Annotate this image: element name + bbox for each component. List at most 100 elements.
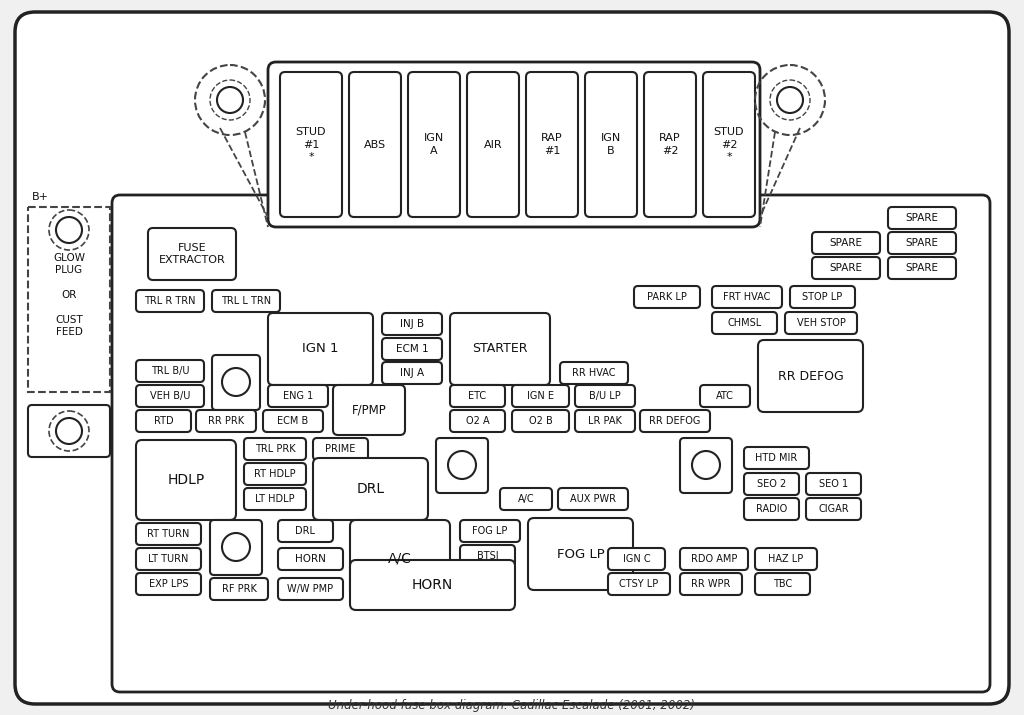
FancyBboxPatch shape [608,548,665,570]
Text: HDLP: HDLP [167,473,205,487]
Text: RF PRK: RF PRK [221,584,256,594]
Text: RR PRK: RR PRK [208,416,244,426]
Text: TRL L TRN: TRL L TRN [221,296,271,306]
FancyBboxPatch shape [812,232,880,254]
FancyBboxPatch shape [313,438,368,460]
FancyBboxPatch shape [700,385,750,407]
Text: Under-hood fuse box diagram: Cadillac Escalade (2001, 2002): Under-hood fuse box diagram: Cadillac Es… [329,699,695,713]
FancyBboxPatch shape [278,578,343,600]
FancyBboxPatch shape [512,385,569,407]
Text: FOG LP: FOG LP [557,548,604,561]
Text: CHMSL: CHMSL [727,318,762,328]
FancyBboxPatch shape [136,290,204,312]
Text: HTD MIR: HTD MIR [756,453,798,463]
Text: TBC: TBC [773,579,793,589]
FancyBboxPatch shape [500,488,552,510]
Text: DRL: DRL [296,526,315,536]
FancyBboxPatch shape [196,410,256,432]
FancyBboxPatch shape [806,498,861,520]
FancyBboxPatch shape [640,410,710,432]
FancyBboxPatch shape [790,286,855,308]
FancyBboxPatch shape [210,520,262,575]
Text: ENG 1: ENG 1 [283,391,313,401]
Text: W/W PMP: W/W PMP [288,584,334,594]
Text: TRL R TRN: TRL R TRN [144,296,196,306]
FancyBboxPatch shape [558,488,628,510]
FancyBboxPatch shape [755,548,817,570]
Text: STOP LP: STOP LP [803,292,843,302]
FancyBboxPatch shape [450,385,505,407]
Text: LT TURN: LT TURN [148,554,188,564]
FancyBboxPatch shape [244,438,306,460]
FancyBboxPatch shape [512,410,569,432]
FancyBboxPatch shape [382,362,442,384]
FancyBboxPatch shape [450,410,505,432]
Text: EXP LPS: EXP LPS [148,579,188,589]
FancyBboxPatch shape [350,560,515,610]
FancyBboxPatch shape [136,523,201,545]
FancyBboxPatch shape [263,410,323,432]
FancyBboxPatch shape [785,312,857,334]
FancyBboxPatch shape [382,313,442,335]
Text: O2 A: O2 A [466,416,489,426]
FancyBboxPatch shape [680,573,742,595]
Text: B+: B+ [32,192,49,202]
Text: O2 B: O2 B [528,416,552,426]
Text: IGN E: IGN E [527,391,554,401]
FancyBboxPatch shape [15,12,1009,704]
Text: LT HDLP: LT HDLP [255,494,295,504]
FancyBboxPatch shape [744,498,799,520]
FancyBboxPatch shape [575,385,635,407]
FancyBboxPatch shape [467,72,519,217]
FancyBboxPatch shape [212,355,260,410]
FancyBboxPatch shape [450,313,550,385]
Text: AUX PWR: AUX PWR [570,494,616,504]
Text: LR PAK: LR PAK [588,416,622,426]
Text: SPARE: SPARE [905,263,939,273]
FancyBboxPatch shape [313,458,428,520]
FancyBboxPatch shape [268,62,760,227]
Text: HORN: HORN [295,554,326,564]
FancyBboxPatch shape [278,548,343,570]
FancyBboxPatch shape [644,72,696,217]
Text: VEH B/U: VEH B/U [150,391,190,401]
FancyBboxPatch shape [528,518,633,590]
Text: A/C: A/C [388,552,412,566]
Text: A/C: A/C [518,494,535,504]
Text: RR HVAC: RR HVAC [572,368,615,378]
Text: FOG LP: FOG LP [472,526,508,536]
FancyBboxPatch shape [349,72,401,217]
Text: RDO AMP: RDO AMP [691,554,737,564]
FancyBboxPatch shape [382,338,442,360]
FancyBboxPatch shape [744,447,809,469]
FancyBboxPatch shape [703,72,755,217]
FancyBboxPatch shape [744,473,799,495]
Text: STARTER: STARTER [472,342,527,355]
Text: FRT HVAC: FRT HVAC [723,292,771,302]
Text: HAZ LP: HAZ LP [768,554,804,564]
Text: GLOW
PLUG

OR

CUST
FEED: GLOW PLUG OR CUST FEED [53,253,85,337]
FancyBboxPatch shape [758,340,863,412]
FancyBboxPatch shape [680,548,748,570]
FancyBboxPatch shape [244,488,306,510]
FancyBboxPatch shape [112,195,990,692]
Text: ATC: ATC [716,391,734,401]
FancyBboxPatch shape [350,520,450,598]
FancyBboxPatch shape [268,313,373,385]
FancyBboxPatch shape [280,72,342,217]
FancyBboxPatch shape [608,573,670,595]
Text: SPARE: SPARE [829,263,862,273]
FancyBboxPatch shape [526,72,578,217]
FancyBboxPatch shape [680,438,732,493]
FancyBboxPatch shape [244,463,306,485]
FancyBboxPatch shape [136,360,204,382]
FancyBboxPatch shape [812,257,880,279]
FancyBboxPatch shape [560,362,628,384]
Text: RT TURN: RT TURN [147,529,189,539]
FancyBboxPatch shape [806,473,861,495]
Text: TRL PRK: TRL PRK [255,444,295,454]
Text: DRL: DRL [356,482,385,496]
Text: STUD
#2
*: STUD #2 * [714,127,744,162]
Text: IGN C: IGN C [623,554,650,564]
Text: IGN
B: IGN B [601,133,622,156]
